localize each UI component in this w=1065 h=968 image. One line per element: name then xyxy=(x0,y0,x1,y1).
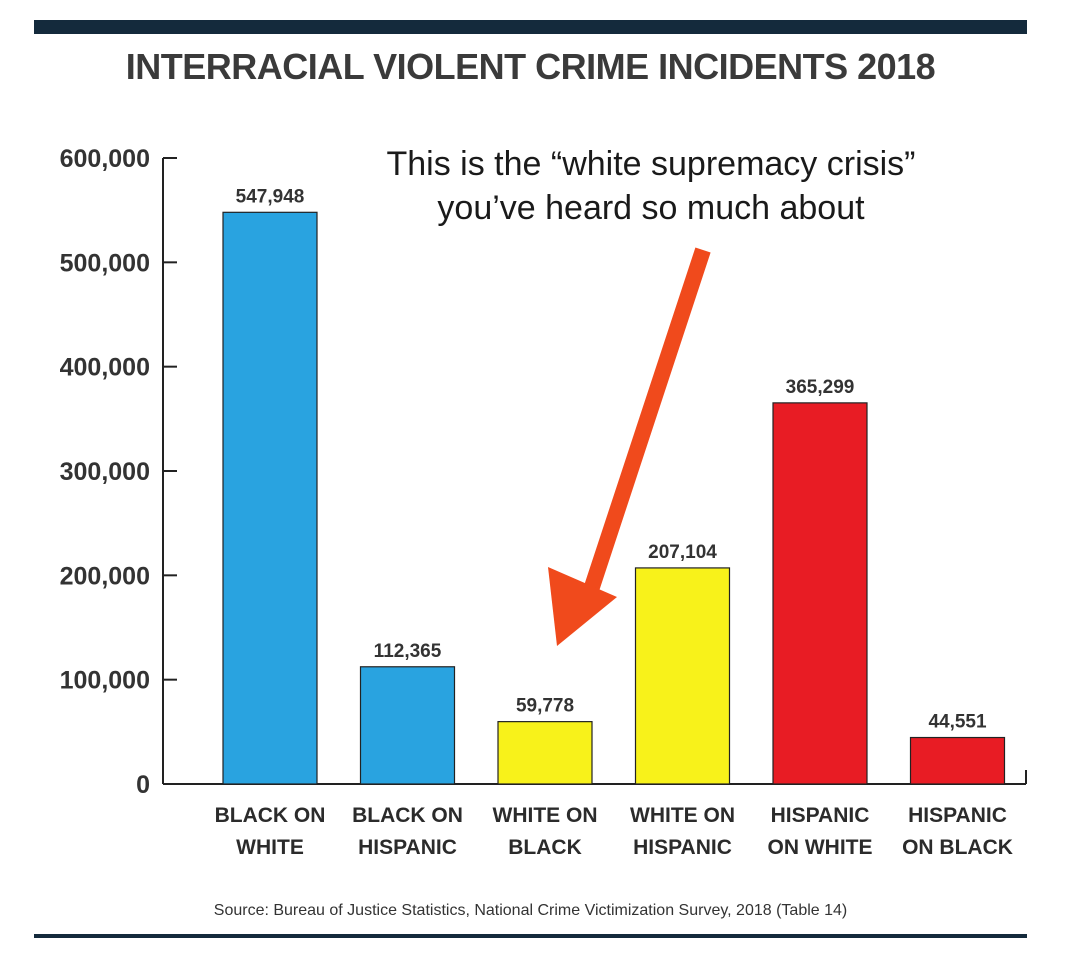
x-category-label: WHITE ON xyxy=(630,804,735,827)
x-category-label: BLACK xyxy=(508,836,582,859)
x-category-label: BLACK ON xyxy=(352,804,463,827)
bar-value-label: 44,551 xyxy=(928,712,987,733)
bar-value-label: 207,104 xyxy=(648,542,717,563)
bar-value-label: 59,778 xyxy=(516,696,574,717)
y-tick-label: 100,000 xyxy=(60,667,150,695)
annotation-arrow xyxy=(548,247,711,646)
bar-value-label: 112,365 xyxy=(374,641,442,662)
annotation-text: This is the “white supremacy crisis” you… xyxy=(296,142,1006,230)
bar xyxy=(772,402,868,785)
y-tick-label: 500,000 xyxy=(60,249,150,277)
bar xyxy=(497,721,593,785)
bar xyxy=(909,736,1006,785)
chart-bars xyxy=(222,211,1006,785)
y-tick-label: 300,000 xyxy=(60,458,150,486)
x-category-label: HISPANIC xyxy=(358,836,457,859)
bar xyxy=(222,211,318,785)
y-tick-label: 400,000 xyxy=(60,354,150,382)
x-category-label: BLACK ON xyxy=(215,804,326,827)
annotation-line-1: This is the “white supremacy crisis” xyxy=(386,145,916,183)
bar xyxy=(359,666,456,785)
chart-labels: 547,948 BLACK ON WHITE 112,365 BLACK ON HISPA… xyxy=(215,186,1013,859)
y-tick-label: 600,000 xyxy=(60,145,150,173)
x-category-label: ON BLACK xyxy=(902,836,1013,859)
annotation-line-2: you’ve heard so much about xyxy=(437,189,865,227)
arrow-head xyxy=(548,567,617,646)
y-tick-label: 0 xyxy=(136,771,150,799)
y-tick-label: 200,000 xyxy=(60,562,150,590)
x-category-label: WHITE xyxy=(236,836,304,859)
source-note: Source: Bureau of Justice Statistics, Na… xyxy=(213,902,848,919)
top-rule xyxy=(34,20,1027,34)
bar xyxy=(634,567,731,785)
x-category-label: ON WHITE xyxy=(768,836,873,859)
x-category-label: WHITE ON xyxy=(493,804,598,827)
arrow-shaft xyxy=(583,247,711,593)
bar-value-label: 547,948 xyxy=(236,186,305,207)
chart-title: INTERRACIAL VIOLENT CRIME INCIDENTS 2018 xyxy=(125,46,936,87)
chart-axes: 0 100,000 200,000 300,000 400,000 500,000 600,… xyxy=(60,145,1027,799)
bottom-rule xyxy=(34,934,1027,938)
x-category-label: HISPANIC xyxy=(771,804,870,827)
x-category-label: HISPANIC xyxy=(633,836,732,859)
x-category-label: HISPANIC xyxy=(908,804,1007,827)
bar-value-label: 365,299 xyxy=(786,377,855,398)
